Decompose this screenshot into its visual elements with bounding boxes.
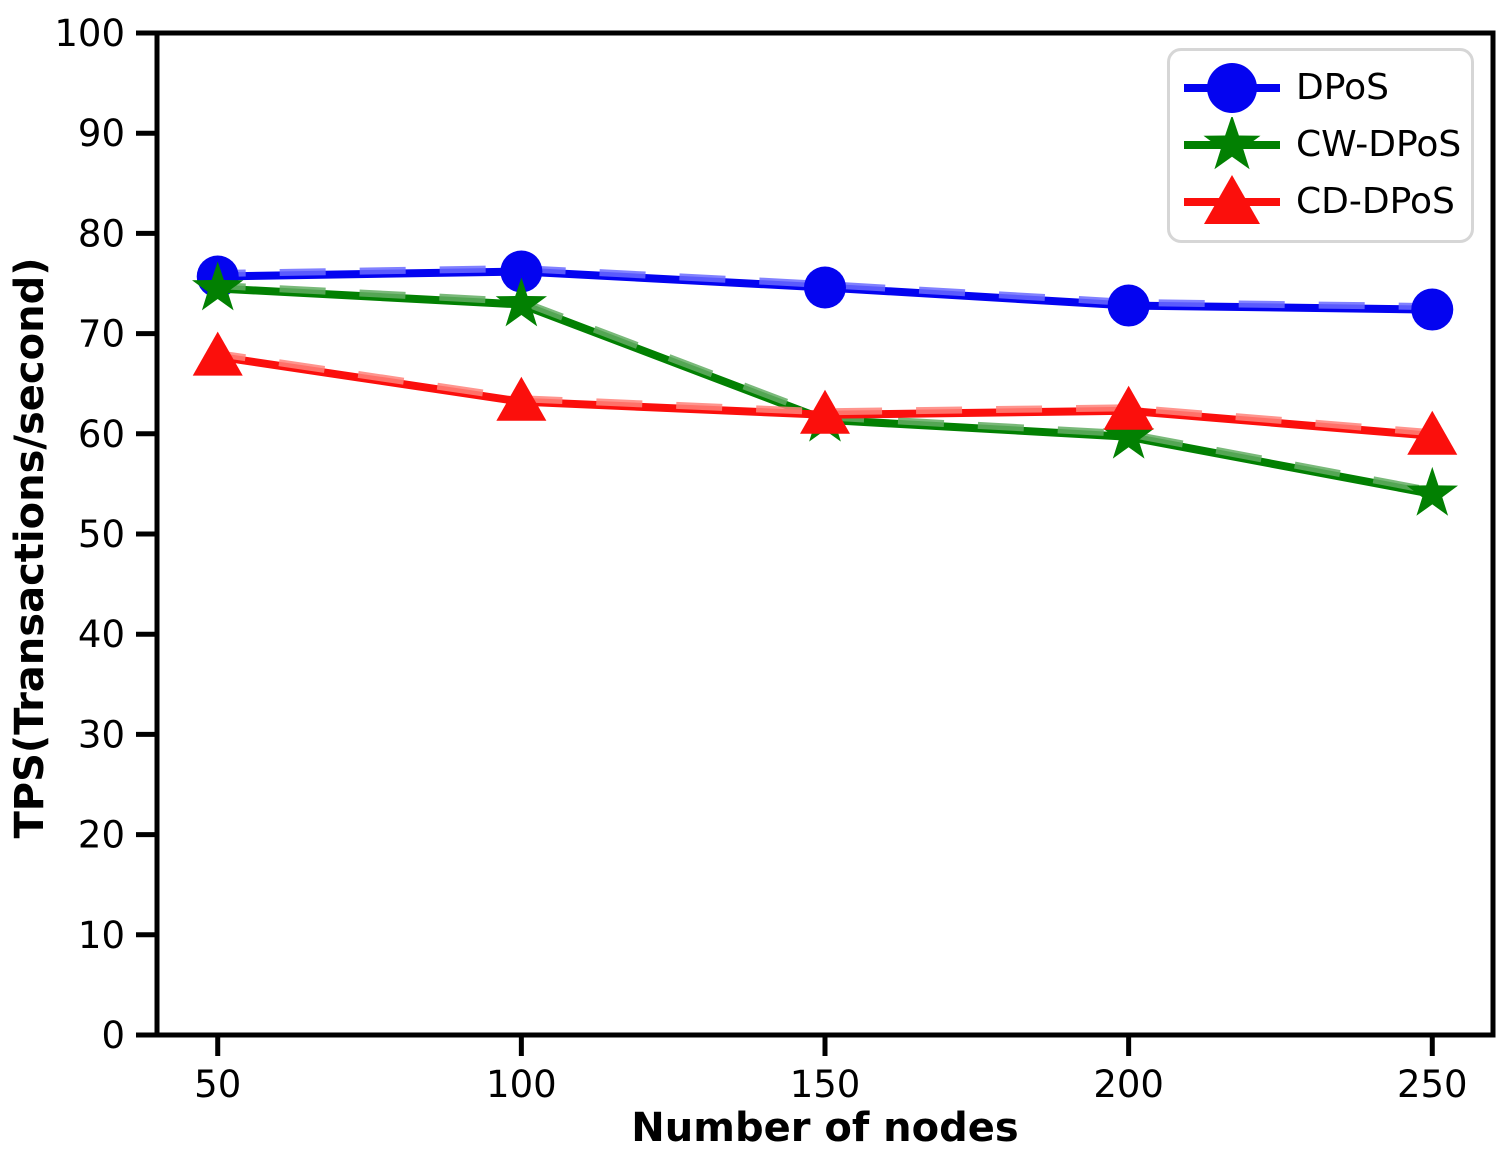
y-tick-label: 70 <box>78 313 125 356</box>
legend-label: CW-DPoS <box>1296 124 1462 165</box>
x-tick-label: 200 <box>1093 1063 1164 1106</box>
legend-item-cw-dpos: CW-DPoS <box>1182 116 1463 173</box>
y-tick-label: 80 <box>78 212 125 255</box>
marker-star-cw-dpos <box>1406 466 1458 516</box>
legend-label: CD-DPoS <box>1296 181 1455 222</box>
legend-item-cd-dpos: CD-DPoS <box>1182 173 1463 230</box>
y-tick-label: 40 <box>78 613 125 656</box>
y-tick-label: 90 <box>78 112 125 155</box>
marker-triangle-cd-dpos <box>1407 410 1458 455</box>
x-tick-label: 150 <box>790 1063 861 1106</box>
x-tick-label: 50 <box>194 1063 241 1106</box>
plot-border <box>154 30 1496 1038</box>
marker-circle-dpos <box>1107 284 1150 327</box>
marker-triangle-cd-dpos <box>496 376 547 421</box>
y-axis-label: TPS(Transactions/second) <box>7 257 53 839</box>
y-tick-label: 30 <box>78 713 125 756</box>
x-axis-label: Number of nodes <box>631 1105 1019 1151</box>
y-tick-label: 10 <box>78 914 125 957</box>
y-tick-label: 20 <box>78 814 125 857</box>
y-tick-label: 60 <box>78 413 125 456</box>
triangle-legend-icon <box>1184 174 1280 224</box>
marker-star-cw-dpos <box>495 277 547 327</box>
x-tick-label: 100 <box>486 1063 557 1106</box>
x-tick-label: 250 <box>1397 1063 1468 1106</box>
marker-triangle-cd-dpos <box>192 331 243 376</box>
y-tick-label: 50 <box>78 513 125 556</box>
series-line-highlight-cw-dpos <box>217 282 1433 495</box>
y-tick-label: 0 <box>101 1014 125 1057</box>
legend-label: DPoS <box>1296 67 1390 108</box>
marker-triangle-cd-dpos <box>800 389 850 434</box>
marker-star-cw-dpos <box>1103 409 1155 459</box>
marker-triangle-cd-dpos <box>1103 385 1154 430</box>
marker-star-cw-dpos <box>192 261 244 311</box>
legend: DPoS CW-DPoS CD-DPoS <box>1167 48 1474 243</box>
marker-circle-dpos <box>500 250 543 293</box>
legend-item-dpos: DPoS <box>1182 59 1463 116</box>
marker-circle-dpos <box>1411 288 1454 331</box>
y-tick-label: 100 <box>54 12 125 55</box>
marker-circle-dpos <box>804 266 846 309</box>
star-legend-icon <box>1184 116 1280 169</box>
circle-legend-icon <box>1184 62 1280 113</box>
